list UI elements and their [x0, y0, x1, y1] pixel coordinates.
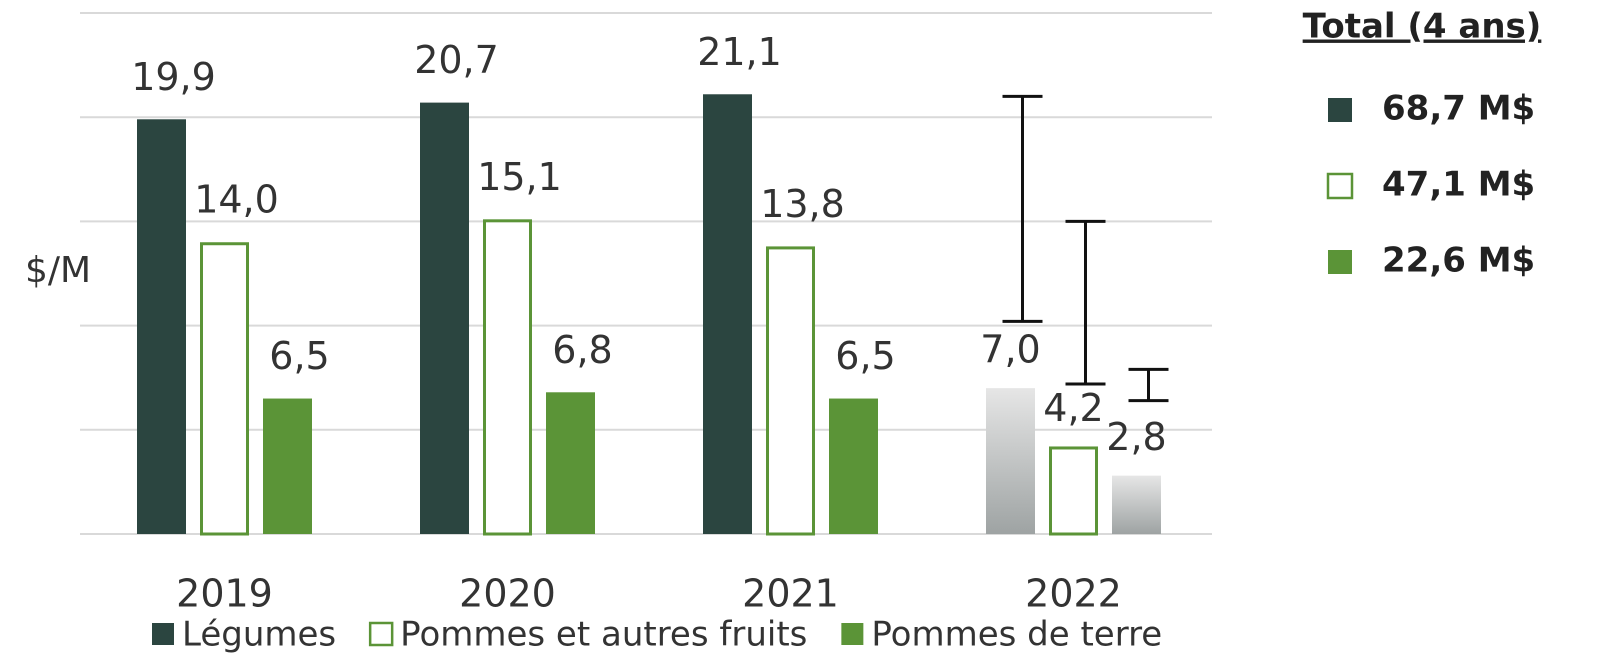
legend-label: Légumes — [182, 615, 336, 655]
x-tick-label: 2022 — [1025, 572, 1122, 616]
value-label: 4,2 — [1043, 386, 1103, 430]
bar — [986, 388, 1035, 534]
value-label: 6,8 — [552, 328, 612, 372]
value-label: 20,7 — [414, 38, 499, 82]
legend-swatch — [152, 623, 174, 645]
value-label: 6,5 — [835, 334, 895, 378]
y-axis-label: $/M — [25, 250, 91, 291]
legend-swatch — [841, 623, 864, 645]
x-tick-label: 2020 — [459, 572, 556, 616]
totals-label: 22,6 M$ — [1382, 241, 1535, 281]
value-label: 14,0 — [194, 178, 279, 222]
bar — [263, 398, 312, 534]
bar — [829, 398, 878, 534]
x-tick-label: 2019 — [176, 572, 273, 616]
totals-label: 68,7 M$ — [1382, 89, 1535, 129]
totals-swatch — [1326, 172, 1354, 200]
bar — [200, 242, 249, 536]
totals-swatch — [1328, 98, 1352, 122]
value-label: 13,8 — [760, 182, 845, 226]
totals-label: 47,1 M$ — [1382, 165, 1535, 205]
legend-label: Pommes de terre — [871, 615, 1162, 655]
value-label: 15,1 — [477, 155, 562, 199]
value-label: 7,0 — [980, 328, 1040, 372]
bar — [483, 219, 532, 536]
value-label: 19,9 — [131, 55, 216, 99]
legend-label: Pommes et autres fruits — [400, 615, 807, 655]
value-label: 2,8 — [1106, 415, 1166, 459]
value-label: 21,1 — [697, 30, 782, 74]
bar — [1112, 475, 1161, 534]
bar — [420, 102, 469, 534]
x-tick-label: 2021 — [742, 572, 839, 616]
totals-swatch — [1328, 250, 1352, 274]
bar — [546, 392, 595, 534]
bar — [1049, 446, 1098, 536]
bar — [703, 94, 752, 534]
legend-swatch — [368, 621, 394, 647]
value-label: 6,5 — [269, 334, 329, 378]
bar — [137, 119, 186, 534]
totals-title: Total (4 ans) — [1303, 7, 1542, 47]
bar — [766, 246, 815, 536]
